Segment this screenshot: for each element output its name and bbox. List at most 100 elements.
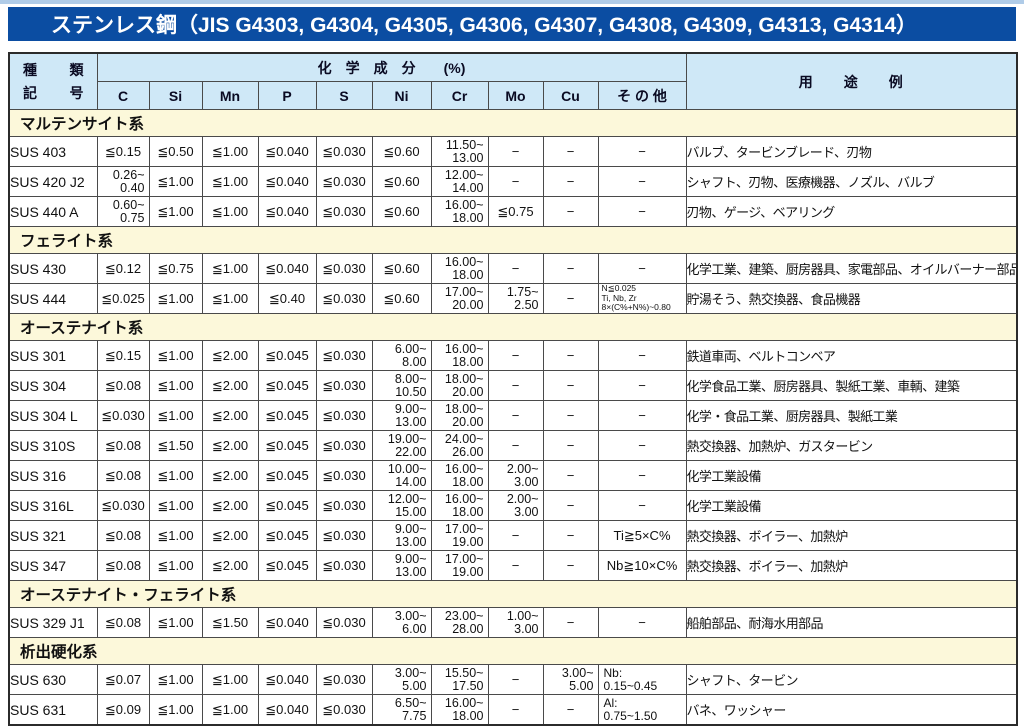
value-cell: ≦1.00 [148, 166, 203, 197]
value-cell: 17.00~ 20.00 [430, 283, 489, 314]
value-cell: ≦0.030 [96, 400, 150, 431]
header-element: Si [148, 81, 203, 110]
value-cell: 10.00~ 14.00 [371, 460, 432, 491]
steel-row: SUS 316L ≦0.030 ≦1.00 ≦2.00 ≦0.045 ≦0.030 12.0… [8, 490, 1018, 521]
value-cell: 16.00~ 18.00 [430, 694, 489, 726]
value-cell: − [597, 430, 687, 461]
value-cell: ≦1.00 [148, 550, 203, 581]
value-cell: ≦0.045 [257, 490, 317, 521]
value-cell: ≦0.12 [96, 253, 150, 284]
value-cell: ≦0.030 [315, 550, 373, 581]
value-cell: ≦0.60 [371, 196, 432, 227]
header-kind-line: 種類 [23, 61, 84, 78]
value-cell: 12.00~ 14.00 [430, 166, 489, 197]
value-cell: ≦0.60 [371, 166, 432, 197]
value-cell: − [597, 166, 687, 197]
value-cell: 15.50~ 17.50 [430, 664, 489, 695]
steel-code: SUS 630 [8, 664, 98, 695]
usage-cell: 熱交換器、加熱炉、ガスタービン [685, 430, 1018, 461]
steel-code: SUS 329 J1 [8, 607, 98, 638]
value-cell: ≦1.00 [148, 694, 203, 726]
steel-row: SUS 420 J2 0.26~ 0.40 ≦1.00 ≦1.00 ≦0.040 ≦0.03… [8, 166, 1018, 197]
value-cell: ≦2.00 [201, 340, 259, 371]
value-cell: 16.00~ 18.00 [430, 340, 489, 371]
value-cell: ≦0.40 [257, 283, 317, 314]
value-cell: ≦0.030 [315, 136, 373, 167]
value-cell: ≦0.08 [96, 520, 150, 551]
value-cell: ≦1.00 [148, 520, 203, 551]
usage-cell: シャフト、タービン [685, 664, 1018, 695]
value-cell: ≦0.030 [315, 370, 373, 401]
value-cell: ≦0.08 [96, 550, 150, 581]
steel-code: SUS 347 [8, 550, 98, 581]
value-cell: ≦1.00 [148, 196, 203, 227]
header-row-1: 種類記号 化 学 成 分 (%) 用 途 例 [8, 52, 1018, 110]
value-cell: ≦1.00 [148, 490, 203, 521]
value-cell: ≦0.045 [257, 340, 317, 371]
value-cell: − [542, 520, 599, 551]
section-row: マルテンサイト系 [8, 109, 1018, 137]
value-cell: ≦0.030 [315, 196, 373, 227]
value-cell: ≦0.75 [148, 253, 203, 284]
steel-code: SUS 316 [8, 460, 98, 491]
value-cell: − [597, 490, 687, 521]
header-element: P [257, 81, 317, 110]
value-cell: ≦0.040 [257, 196, 317, 227]
value-cell: ≦0.030 [315, 607, 373, 638]
usage-cell: 化学・食品工業、厨房器具、製紙工業 [685, 400, 1018, 431]
value-cell: 2.00~ 3.00 [487, 460, 544, 491]
value-cell: − [542, 400, 599, 431]
value-cell: 1.75~ 2.50 [487, 283, 544, 314]
value-cell: − [542, 460, 599, 491]
value-cell: 6.50~ 7.75 [371, 694, 432, 726]
usage-cell: シャフト、刃物、医療機器、ノズル、バルブ [685, 166, 1018, 197]
steel-code: SUS 444 [8, 283, 98, 314]
value-cell: ≦0.030 [96, 490, 150, 521]
header-element: そ の 他 [597, 81, 687, 110]
value-cell: ≦0.030 [315, 166, 373, 197]
header-composition: 化 学 成 分 (%) [96, 52, 687, 82]
steel-code: SUS 321 [8, 520, 98, 551]
header-element: Cu [542, 81, 599, 110]
value-cell: ≦0.040 [257, 694, 317, 726]
section-title: フェライト系 [8, 226, 1018, 254]
usage-cell: 船舶部品、耐海水用部品 [685, 607, 1018, 638]
value-cell: 18.00~ 20.00 [430, 370, 489, 401]
value-cell: Nb: 0.15~0.45 [597, 664, 687, 695]
value-cell: ≦2.00 [201, 520, 259, 551]
usage-cell: 化学工業、建築、厨房器具、家電部品、オイルバーナー部品 [685, 253, 1018, 284]
value-cell: − [487, 340, 544, 371]
value-cell: ≦0.040 [257, 607, 317, 638]
value-cell: 9.00~ 13.00 [371, 400, 432, 431]
value-cell: ≦0.08 [96, 460, 150, 491]
value-cell: ≦0.045 [257, 460, 317, 491]
header-element: S [315, 81, 373, 110]
value-cell: ≦0.08 [96, 607, 150, 638]
steel-table-body: マルテンサイト系 SUS 403 ≦0.15 ≦0.50 ≦1.00 ≦0.040 ≦0.0… [8, 109, 1018, 726]
value-cell: ≦1.00 [201, 694, 259, 726]
value-cell: 19.00~ 22.00 [371, 430, 432, 461]
steel-row: SUS 403 ≦0.15 ≦0.50 ≦1.00 ≦0.040 ≦0.030 ≦0.60 1… [8, 136, 1018, 167]
value-cell: ≦1.00 [201, 136, 259, 167]
value-cell: − [597, 136, 687, 167]
value-cell: ≦2.00 [201, 490, 259, 521]
value-cell: ≦0.040 [257, 166, 317, 197]
value-cell: 6.00~ 8.00 [371, 340, 432, 371]
value-cell: − [542, 607, 599, 638]
value-cell: − [487, 253, 544, 284]
usage-cell: 熱交換器、ボイラー、加熱炉 [685, 520, 1018, 551]
value-cell: ≦0.08 [96, 430, 150, 461]
value-cell: 3.00~ 5.00 [542, 664, 599, 695]
value-cell: ≦0.045 [257, 520, 317, 551]
usage-cell: 熱交換器、ボイラー、加熱炉 [685, 550, 1018, 581]
value-cell: 0.26~ 0.40 [96, 166, 150, 197]
value-cell: ≦0.025 [96, 283, 150, 314]
value-cell: ≦1.00 [201, 166, 259, 197]
value-cell: ≦1.00 [148, 460, 203, 491]
value-cell: − [542, 430, 599, 461]
value-cell: 16.00~ 18.00 [430, 490, 489, 521]
section-row: オーステナイト系 [8, 313, 1018, 341]
value-cell: ≦0.045 [257, 550, 317, 581]
value-cell: − [487, 370, 544, 401]
value-cell: ≦1.00 [148, 340, 203, 371]
